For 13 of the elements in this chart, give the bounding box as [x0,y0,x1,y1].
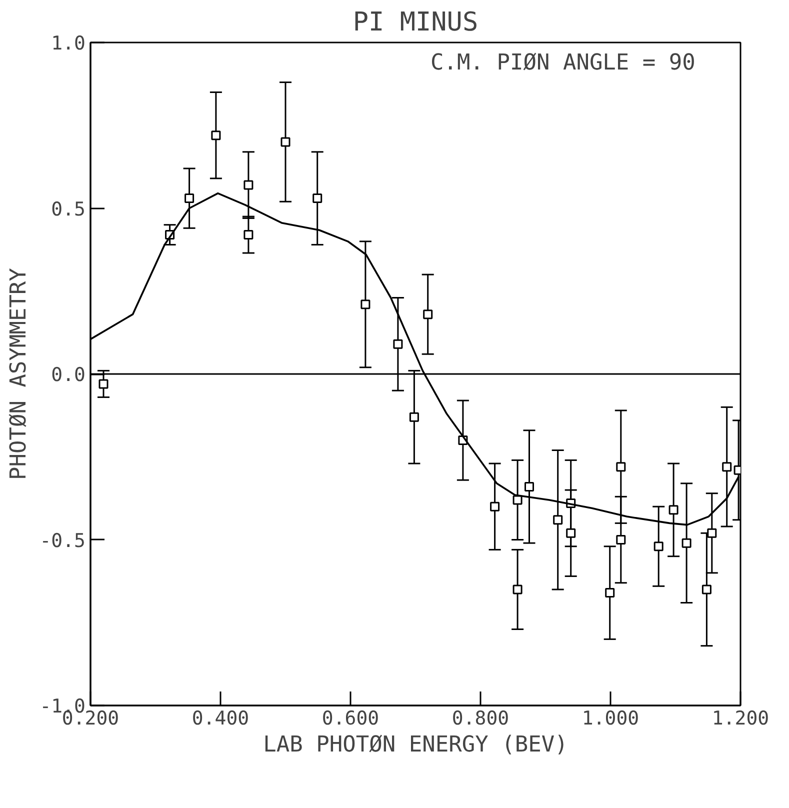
x-tick-label: 1.200 [712,708,770,730]
y-tick-label: 1.0 [51,32,86,54]
y-axis-title: PHOTØN ASYMMETRY [6,268,32,480]
x-tick-label: 1.000 [582,708,640,730]
x-tick-label: 0.400 [192,708,250,730]
chart-title: PI MINUS [352,8,478,38]
x-tick-label: 0.600 [322,708,380,730]
x-tick-label: 0.800 [452,708,510,730]
x-axis-title: LAB PHOTØN ENERGY (BEV) [263,732,568,758]
y-tick-label: -0.5 [40,530,86,552]
y-tick-label: 0.5 [51,198,86,220]
annotation: C.M. PIØN ANGLE = 90 [430,50,696,76]
y-tick-label: 0.0 [51,364,86,386]
